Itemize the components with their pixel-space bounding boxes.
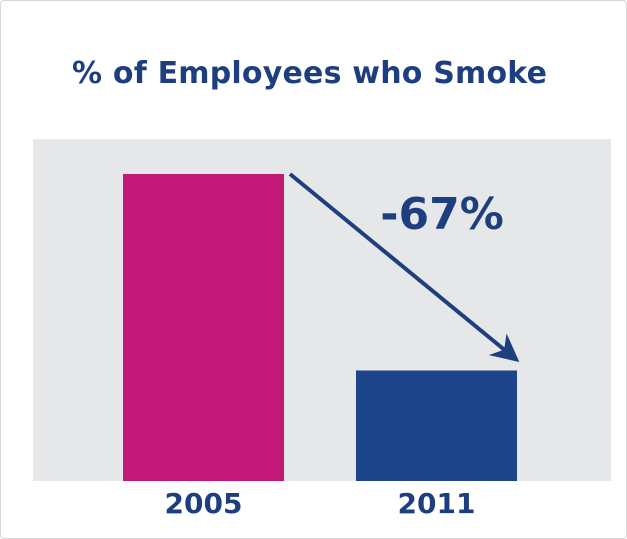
x-tick-label-2011: 2011 bbox=[398, 487, 476, 520]
bar-2011 bbox=[356, 370, 517, 481]
percent-change-label: -67% bbox=[380, 189, 504, 240]
bar-2005 bbox=[123, 174, 284, 481]
plot-background bbox=[33, 139, 611, 481]
x-tick-label-2005: 2005 bbox=[165, 487, 243, 520]
